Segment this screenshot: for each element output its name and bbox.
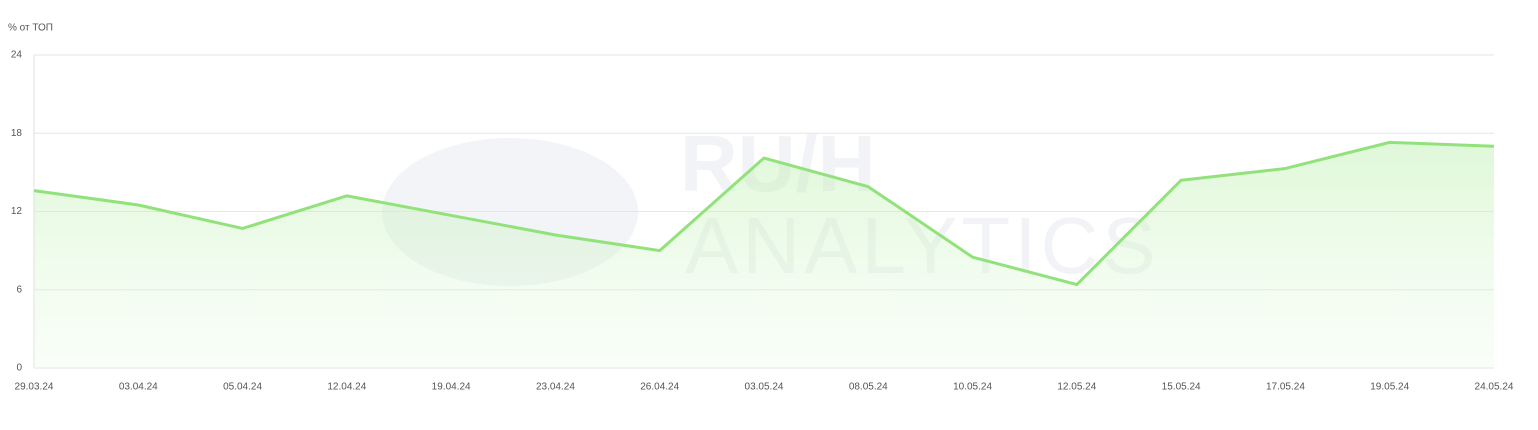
- x-tick-label: 12.04.24: [327, 382, 366, 393]
- x-tick-label: 17.05.24: [1266, 382, 1305, 393]
- y-tick-label: 18: [11, 128, 23, 139]
- x-tick-label: 03.04.24: [119, 382, 158, 393]
- area: [34, 142, 1494, 368]
- x-tick-label: 19.05.24: [1370, 382, 1409, 393]
- x-tick-label: 24.05.24: [1475, 382, 1514, 393]
- y-tick-label: 12: [11, 206, 23, 217]
- x-tick-label: 03.05.24: [745, 382, 784, 393]
- line: [33, 140, 1495, 287]
- x-tick-label: 26.04.24: [640, 382, 679, 393]
- x-tick-label: 05.04.24: [223, 382, 262, 393]
- x-tick-label: 12.05.24: [1057, 382, 1096, 393]
- x-tick-label: 08.05.24: [849, 382, 888, 393]
- y-tick-label: 0: [16, 363, 22, 374]
- x-tick-label: 23.04.24: [536, 382, 575, 393]
- y-axis-label: % от ТОП: [8, 23, 53, 34]
- y-tick-label: 6: [16, 284, 22, 295]
- x-tick-label: 15.05.24: [1162, 382, 1201, 393]
- x-tick-label: 19.04.24: [432, 382, 471, 393]
- y-tick-label: 24: [11, 50, 23, 61]
- x-tick-label: 10.05.24: [953, 382, 992, 393]
- x-tick-label: 29.03.24: [15, 382, 54, 393]
